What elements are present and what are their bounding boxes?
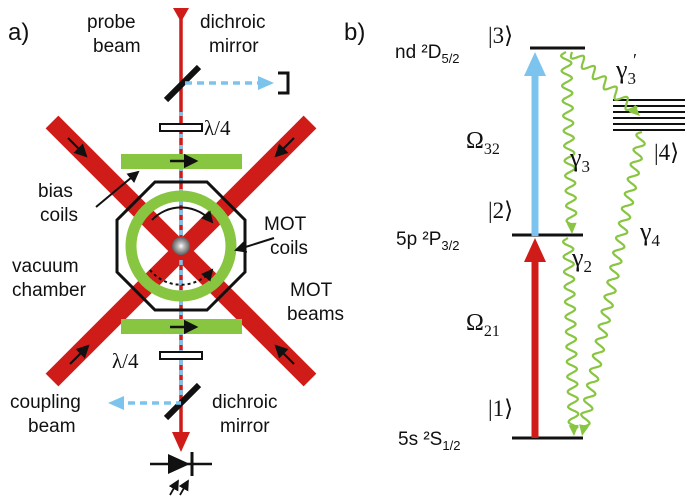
waveplate-top (159, 123, 203, 132)
gamma3-sub: 3 (582, 157, 591, 176)
arrow-icon (67, 137, 88, 158)
coupling-beam-label-1: coupling (10, 392, 81, 413)
bias-coils-label-1: bias (38, 181, 73, 202)
vacuum-chamber-label-1: vacuum (12, 256, 79, 277)
decay-gamma2-arrowhead (568, 424, 579, 436)
dichroic-mirror-top-label-1: dichroic (200, 12, 265, 33)
bias-coils-label-2: coils (40, 205, 78, 226)
ket-3: |3⟩ (488, 23, 513, 48)
mot-coils-label-1: MOT (264, 214, 307, 235)
probe-transition-arrowhead (524, 238, 546, 262)
coupling-transition-arrowhead (524, 52, 546, 76)
level-1-term-main: 5s ²S (398, 429, 442, 450)
lambda4-bottom-label: λ/4 (112, 349, 139, 373)
gamma3-symbol: γ (569, 143, 582, 172)
atom-cloud (172, 237, 190, 255)
level-2-term-sub: 3/2 (441, 238, 459, 253)
gamma2-label: γ2 (571, 243, 592, 276)
decay-gamma3 (559, 51, 578, 227)
level-1-term-sub: 1/2 (442, 438, 460, 453)
arrow-icon (274, 137, 295, 158)
mot-beams-label-1: MOT (290, 280, 333, 301)
dichroic-mirror-top (163, 64, 202, 103)
decay-gamma2 (561, 237, 580, 429)
decay-gamma3prime-arrowhead (628, 104, 640, 116)
gamma3p-label: γ3 (615, 55, 636, 88)
probe-beam-label-1: probe (87, 12, 136, 33)
vacuum-chamber-label-2: chamber (12, 280, 87, 301)
ket-4: |4⟩ (654, 140, 679, 165)
level-3-term-sub: 5/2 (441, 51, 459, 66)
mot-current-arrow-icon (151, 206, 214, 224)
gamma4-symbol: γ (639, 217, 652, 246)
omega21-label: Ω21 (466, 310, 500, 340)
coupling-beam-label-2: beam (28, 416, 76, 437)
level-2-term: 5p ²P3/2 (396, 229, 460, 253)
beam-dump-icon (278, 71, 290, 95)
gamma3p-sub: 3 (628, 69, 637, 88)
ket-1: |1⟩ (488, 396, 513, 421)
decay-gamma3-arrowhead (566, 222, 577, 234)
gamma4-label: γ4 (639, 217, 661, 250)
vacuum-chamber (115, 180, 247, 312)
ket-2: |2⟩ (488, 198, 513, 223)
probe-beam-exit-arrow (172, 432, 190, 452)
lambda4-top-label: λ/4 (204, 116, 231, 140)
probe-beam-entry-arrow (173, 8, 189, 22)
dichroic-mirror-top-label-2: mirror (209, 36, 259, 57)
photodiode-icon (150, 452, 212, 496)
level-2-term-main: 5p ²P (396, 229, 441, 250)
gamma3p-prime: ′ (633, 50, 637, 70)
omega32-symbol: Ω (466, 128, 484, 154)
arrow-icon (274, 344, 295, 365)
mot-coil-ring (125, 190, 237, 302)
decay-gamma4-arrowhead (579, 424, 589, 436)
dichroic-mirror-bottom-label-2: mirror (220, 416, 270, 437)
waveplate-bottom (159, 351, 203, 360)
mot-coils-label-2: coils (270, 238, 308, 259)
dump-beam-arrow (258, 76, 274, 90)
decay-gamma4 (579, 130, 646, 429)
level-4-manifold (613, 99, 685, 131)
coupling-beam-arrow (108, 396, 124, 410)
dichroic-mirror-bottom (163, 382, 202, 421)
mot-beam-direction-arrows (67, 137, 295, 365)
mot-coils-pointer (234, 237, 275, 253)
omega32-label: Ω32 (466, 128, 500, 158)
omega32-sub: 32 (484, 141, 500, 158)
gamma3-label: γ3 (569, 143, 590, 176)
gamma4-sub: 4 (652, 231, 661, 250)
bias-coils-pointer (95, 170, 140, 208)
gamma2-symbol: γ (571, 243, 584, 272)
omega21-sub: 21 (484, 323, 500, 340)
gamma2-sub: 2 (584, 257, 593, 276)
gamma3p-symbol: γ (615, 55, 628, 84)
level-1-term: 5s ²S1/2 (398, 429, 460, 453)
panel-a-label: a) (8, 19, 29, 46)
arrow-icon (69, 344, 90, 365)
mot-beams-label-2: beams (287, 304, 344, 325)
decay-paths (559, 51, 646, 436)
dichroic-mirror-bottom-label-1: dichroic (212, 392, 277, 413)
probe-beam-label-2: beam (93, 36, 141, 57)
omega21-symbol: Ω (466, 310, 484, 336)
decay-gamma3prime (569, 51, 638, 112)
mot-current-arrow-icon (149, 268, 214, 286)
level-3-term-main: nd ²D (395, 42, 441, 63)
panel-b-label: b) (344, 19, 365, 46)
level-3-term: nd ²D5/2 (395, 42, 460, 66)
